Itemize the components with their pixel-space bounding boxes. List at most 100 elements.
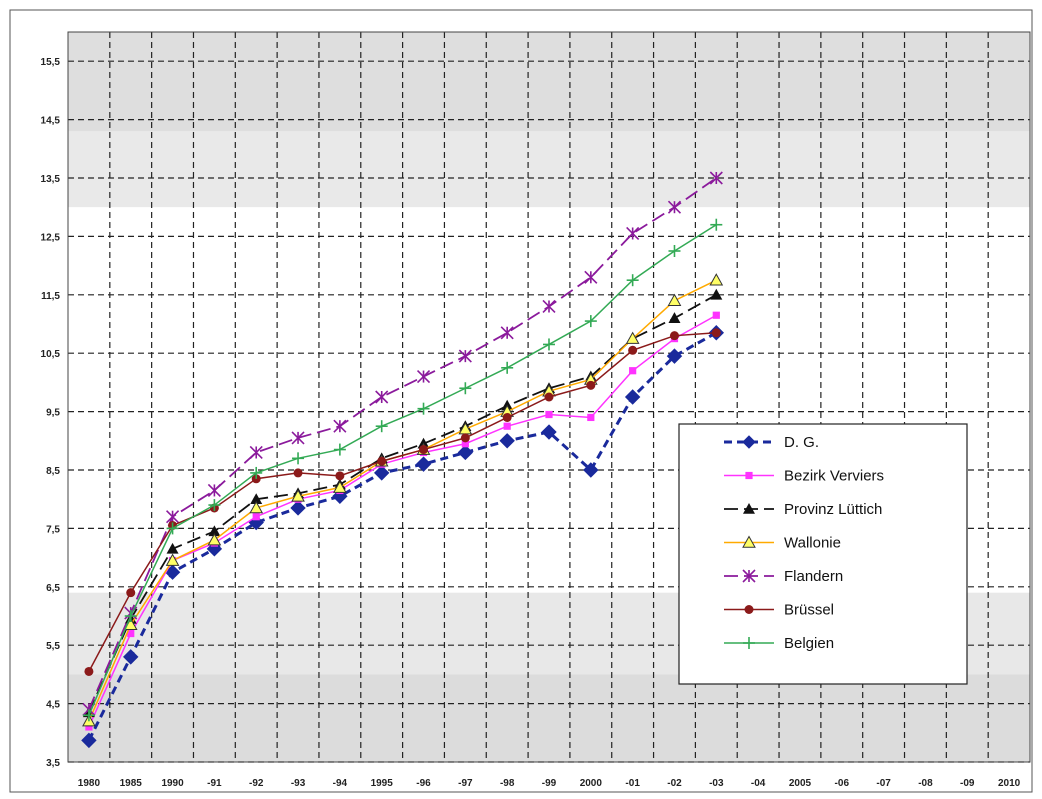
point-marker	[250, 493, 263, 504]
point-marker	[377, 456, 387, 466]
x-tick-label: 2000	[580, 778, 603, 789]
legend-label: Flandern	[784, 568, 843, 585]
point-marker	[625, 331, 640, 344]
x-tick-label: -08	[918, 778, 933, 789]
point-marker	[290, 500, 306, 516]
legend-label: Belgien	[784, 635, 834, 652]
series-line	[88, 177, 717, 710]
point-marker	[545, 410, 553, 419]
point-marker	[127, 629, 135, 638]
point-marker	[461, 440, 469, 448]
point-marker	[742, 435, 756, 449]
x-tick-label: -98	[500, 778, 515, 789]
x-tick-label: -06	[835, 778, 850, 789]
plot-border	[67, 31, 1031, 763]
point-marker	[293, 468, 303, 478]
x-tick-label: -09	[960, 778, 975, 789]
point-marker	[667, 293, 682, 306]
x-tick-label: -97	[458, 778, 473, 789]
point-marker	[85, 723, 93, 731]
y-tick-label: 15,5	[41, 57, 61, 68]
band-upper	[68, 131, 1030, 208]
x-tick-label: 1995	[371, 778, 394, 789]
legend-label: D. G.	[784, 434, 819, 451]
point-marker	[586, 380, 596, 390]
point-marker	[419, 445, 429, 455]
x-tick-label: -96	[416, 778, 431, 789]
x-tick-label: -07	[876, 778, 891, 789]
point-marker	[84, 666, 94, 676]
point-marker	[624, 389, 641, 405]
legend-label: Bezirk Verviers	[784, 468, 884, 485]
legend-box	[678, 423, 968, 685]
x-tick-label: -99	[542, 778, 557, 789]
y-tick-label: 13,5	[41, 174, 61, 185]
point-marker	[709, 273, 724, 286]
point-marker	[710, 288, 723, 300]
y-tick-label: 4,5	[46, 700, 60, 711]
point-marker	[81, 732, 97, 749]
series-line	[87, 331, 718, 742]
x-tick-label: 2005	[789, 778, 812, 789]
point-marker	[123, 649, 139, 665]
series-0	[81, 325, 725, 749]
y-tick-label: 12,5	[41, 232, 61, 243]
point-marker	[711, 328, 721, 338]
point-marker	[668, 312, 681, 323]
y-tick-label: 7,5	[46, 524, 60, 535]
x-tick-label: -01	[625, 778, 640, 789]
legend: D. G. Bezirk Verviers Provinz Lüttich Wallo…	[678, 423, 968, 685]
x-tick-label: -94	[333, 778, 348, 789]
x-tick-label: -92	[249, 778, 264, 789]
point-marker	[629, 367, 637, 375]
point-marker	[165, 553, 180, 566]
point-marker	[207, 533, 222, 546]
series-6	[82, 218, 723, 722]
legend-label: Brüssel	[784, 602, 834, 619]
y-tick-label: 6,5	[46, 583, 60, 594]
band-top	[68, 32, 1030, 132]
point-marker	[499, 433, 515, 449]
point-marker	[252, 513, 260, 521]
point-marker	[669, 331, 679, 341]
point-marker	[502, 412, 512, 422]
point-marker	[208, 525, 221, 537]
point-marker	[587, 413, 595, 422]
point-marker	[544, 392, 554, 402]
x-tick-label: 1990	[161, 778, 184, 789]
point-marker	[583, 462, 599, 478]
x-tick-label: 1985	[120, 778, 143, 789]
point-marker	[666, 348, 683, 364]
series-line	[88, 314, 717, 728]
y-tick-label: 3,5	[46, 758, 60, 769]
point-marker	[126, 588, 136, 598]
x-tick-label: -04	[751, 778, 766, 789]
band-bottom	[68, 674, 1030, 762]
x-tick-label: 1980	[78, 778, 101, 789]
point-marker	[335, 471, 345, 481]
y-tick-label: 14,5	[41, 116, 61, 127]
point-marker	[373, 465, 390, 481]
y-axis-ticks: 3,5 4,5 5,5 6,5 7,5 8,5 9,5 10,5 11,5 12,5 13,5 14,…	[41, 57, 61, 769]
y-tick-label: 5,5	[46, 641, 60, 652]
point-marker	[415, 456, 432, 472]
legend-label: Wallonie	[784, 535, 841, 552]
point-marker	[460, 433, 470, 443]
series-line	[88, 224, 717, 716]
x-tick-label: 2010	[998, 778, 1021, 789]
point-marker	[333, 480, 347, 493]
series-4	[82, 171, 723, 717]
y-tick-label: 9,5	[46, 408, 60, 419]
point-marker	[745, 471, 753, 480]
x-tick-label: -03	[709, 778, 724, 789]
x-tick-label: -02	[667, 778, 682, 789]
point-marker	[628, 345, 638, 355]
point-marker	[743, 503, 755, 514]
x-tick-label: -93	[291, 778, 306, 789]
point-marker	[541, 424, 557, 440]
point-marker	[249, 500, 264, 514]
y-tick-label: 11,5	[41, 291, 60, 302]
series-line	[88, 294, 717, 713]
